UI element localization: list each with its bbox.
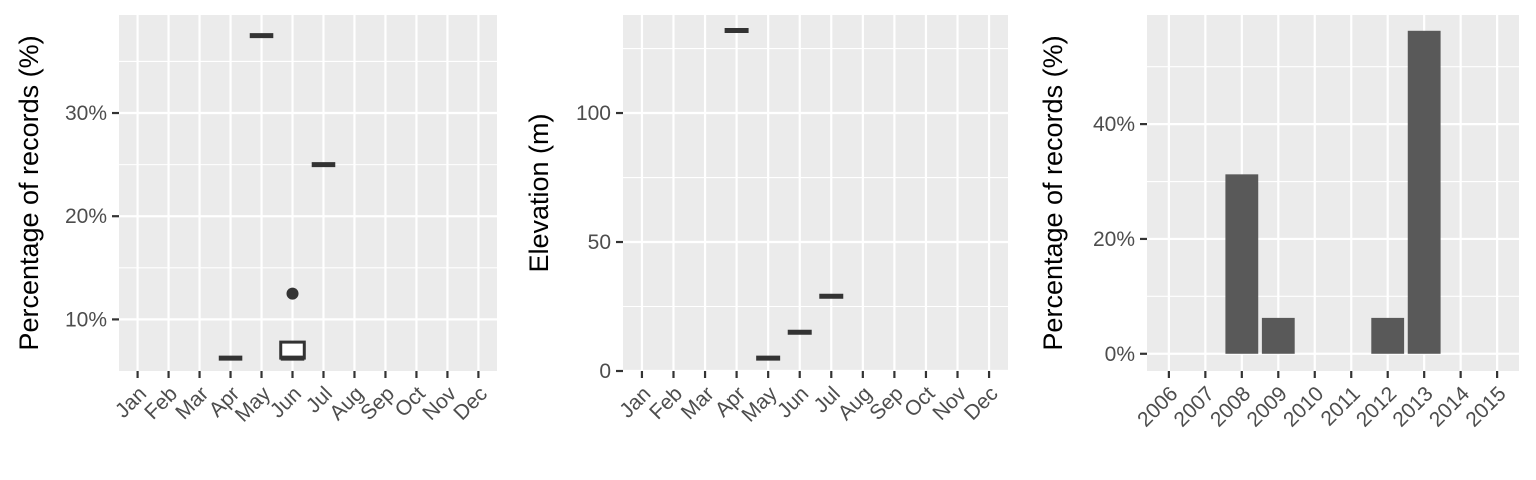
y-axis-title: Percentage of records (%) — [1038, 35, 1068, 350]
y-tick-label: 30% — [65, 102, 107, 125]
plot-background — [623, 15, 1008, 371]
chart-panel-3: 0% 20% 40% 20062007200820092010201120122013… — [1038, 15, 1519, 432]
x-tick-label: Dec — [449, 382, 492, 425]
bar-2012 — [1371, 317, 1405, 354]
y-axis-title: Elevation (m) — [524, 113, 554, 272]
x-tick-label: Jun — [773, 382, 813, 422]
y-tick-label: 20% — [1093, 228, 1135, 251]
x-tick-label: 2009 — [1243, 382, 1292, 431]
y-axis-title: Percentage of records (%) — [14, 35, 44, 350]
x-tick-label: 2014 — [1425, 382, 1475, 432]
chart-panel-2: 050100JanFebMarAprMayJunJulAugSepOctNovD… — [524, 15, 1008, 427]
y-tick-label: 40% — [1093, 113, 1135, 136]
bar-2008 — [1225, 174, 1259, 354]
x-tick-label: 2008 — [1206, 382, 1255, 431]
x-tick-label: Dec — [960, 382, 1003, 425]
x-tick-label: 2015 — [1461, 382, 1510, 431]
y-tick-label: 20% — [65, 205, 107, 228]
chart-panel-1: 10%20%30%JanFebMarAprMayJunJulAugSepOctN… — [14, 15, 497, 427]
x-tick-label: 2013 — [1388, 382, 1437, 431]
x-tick-label: 2006 — [1133, 382, 1182, 431]
x-tick-label: 2010 — [1279, 382, 1328, 431]
y-tick-label: 0 — [599, 360, 611, 383]
y-tick-label: 0% — [1105, 343, 1135, 366]
x-tick-label: 2011 — [1317, 382, 1365, 430]
y-tick-label: 100 — [576, 102, 611, 125]
x-tick-label: 2012 — [1352, 382, 1401, 431]
x-tick-label: 2007 — [1170, 382, 1219, 431]
plot-background — [119, 15, 497, 371]
outlier-point-jun — [286, 287, 299, 300]
y-tick-label: 50 — [588, 231, 611, 254]
x-tick-label: Jun — [266, 382, 306, 422]
bar-2013 — [1407, 30, 1441, 354]
y-tick-label: 10% — [65, 308, 107, 331]
plot-background — [1147, 15, 1519, 371]
bar-2009 — [1261, 317, 1295, 354]
x-tick-label: Oct — [900, 382, 939, 421]
